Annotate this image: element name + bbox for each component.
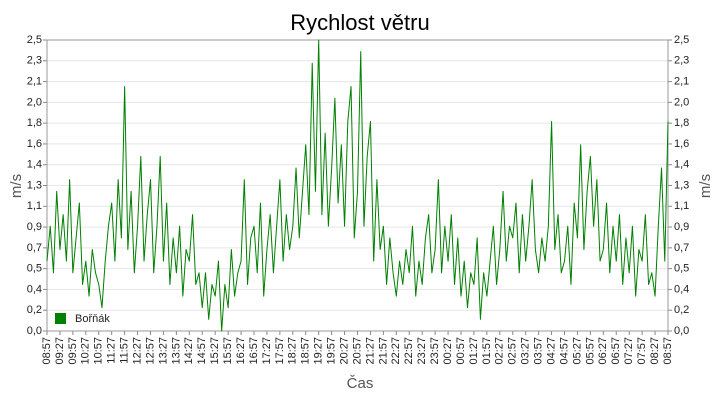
y2-tick-label: 1,6 — [674, 138, 689, 150]
x-tick-label: 03:27 — [520, 337, 532, 365]
y2-tick-label: 0,7 — [674, 242, 689, 254]
x-tick-label: 19:27 — [313, 337, 325, 365]
plot-frame — [46, 39, 669, 332]
y-tick-label: 2,5 — [27, 34, 42, 46]
x-tick-label: 05:27 — [571, 337, 583, 365]
y-tick-label: 1,1 — [27, 200, 42, 212]
y-tick-label: 0,9 — [27, 221, 42, 233]
y2-tick-label: 0,9 — [674, 221, 689, 233]
x-tick-label: 09:27 — [54, 337, 66, 365]
x-tick-label: 01:27 — [468, 337, 480, 365]
x-tick-label: 18:27 — [287, 337, 299, 365]
y2-tick-label: 1,8 — [674, 117, 689, 129]
y2-tick-label: 0,2 — [674, 304, 689, 316]
y2-tick-label: 2,5 — [674, 34, 689, 46]
y-tick-label: 0,2 — [27, 304, 42, 316]
y-tick-label: 2,0 — [27, 96, 42, 108]
x-tick-label: 00:27 — [442, 337, 454, 365]
x-tick-label: 17:57 — [274, 337, 286, 365]
y-tick-label: 2,3 — [27, 55, 42, 67]
x-tick-label: 06:57 — [610, 337, 622, 365]
x-tick-label: 09:57 — [67, 337, 79, 365]
y-tick-label: 1,3 — [27, 179, 42, 191]
x-tick-label: 10:27 — [80, 337, 92, 365]
x-tick-label: 21:57 — [377, 337, 389, 365]
y-tick-label: 1,6 — [27, 138, 42, 150]
x-tick-label: 16:57 — [248, 337, 260, 365]
x-tick-label: 15:57 — [222, 337, 234, 365]
y-axis-label: m/s — [8, 174, 25, 198]
x-axis-label: Čas — [347, 375, 374, 392]
x-tick-label: 23:27 — [416, 337, 428, 365]
x-tick-label: 04:27 — [545, 337, 557, 365]
x-tick-label: 10:57 — [93, 337, 105, 365]
x-tick-label: 21:27 — [364, 337, 376, 365]
x-tick-label: 13:27 — [157, 337, 169, 365]
x-tick-label: 23:57 — [429, 337, 441, 365]
x-tick-label: 20:57 — [351, 337, 363, 365]
x-tick-label: 12:27 — [131, 337, 143, 365]
x-tick-label: 15:27 — [209, 337, 221, 365]
y-tick-label: 1,4 — [27, 159, 42, 171]
y-tick-label: 2,1 — [27, 75, 42, 87]
y2-tick-label: 0,5 — [674, 263, 689, 275]
y2-tick-label: 0,4 — [674, 283, 689, 295]
x-tick-label: 08:57 — [41, 337, 53, 365]
y-tick-label: 0,4 — [27, 283, 42, 295]
y2-tick-label: 1,4 — [674, 159, 689, 171]
x-tick-label: 05:57 — [584, 337, 596, 365]
chart-title: Rychlost větru — [290, 10, 429, 35]
y2-tick-label: 0,0 — [674, 325, 689, 337]
x-tick-label: 06:27 — [597, 337, 609, 365]
x-tick-label: 02:27 — [494, 337, 506, 365]
x-tick-label: 03:57 — [533, 337, 545, 365]
x-tick-label: 13:57 — [170, 337, 182, 365]
x-tick-label: 02:57 — [507, 337, 519, 365]
y2-tick-label: 2,1 — [674, 75, 689, 87]
y2-axis-label: m/s — [697, 174, 714, 198]
x-tick-label: 18:57 — [300, 337, 312, 365]
x-tick-label: 14:27 — [183, 337, 195, 365]
x-tick-label: 19:57 — [326, 337, 338, 365]
x-tick-label: 16:27 — [235, 337, 247, 365]
x-tick-label: 07:27 — [623, 337, 635, 365]
legend-swatch — [55, 313, 66, 324]
x-tick-label: 22:57 — [403, 337, 415, 365]
data-line — [46, 39, 669, 332]
x-tick-label: 11:27 — [106, 337, 118, 364]
legend-label: Bořňák — [75, 313, 110, 325]
y2-tick-label: 2,3 — [674, 55, 689, 67]
x-tick-label: 20:27 — [338, 337, 350, 365]
y2-tick-label: 2,0 — [674, 96, 689, 108]
y-tick-label: 0,0 — [27, 325, 42, 337]
y-tick-label: 0,5 — [27, 263, 42, 275]
x-tick-label: 08:27 — [649, 337, 661, 365]
y-tick-label: 0,7 — [27, 242, 42, 254]
x-tick-label: 08:57 — [662, 337, 674, 365]
x-tick-label: 22:27 — [390, 337, 402, 365]
y-tick-label: 1,8 — [27, 117, 42, 129]
x-tick-label: 04:57 — [558, 337, 570, 365]
x-tick-label: 17:27 — [261, 337, 273, 365]
y2-tick-label: 1,3 — [674, 179, 689, 191]
x-tick-label: 11:57 — [119, 337, 131, 364]
x-tick-label: 12:57 — [144, 337, 156, 365]
x-tick-label: 00:57 — [455, 337, 467, 365]
y2-tick-label: 1,1 — [674, 200, 689, 212]
x-tick-label: 14:57 — [196, 337, 208, 365]
x-tick-label: 07:57 — [636, 337, 648, 365]
x-tick-label: 01:57 — [481, 337, 493, 365]
